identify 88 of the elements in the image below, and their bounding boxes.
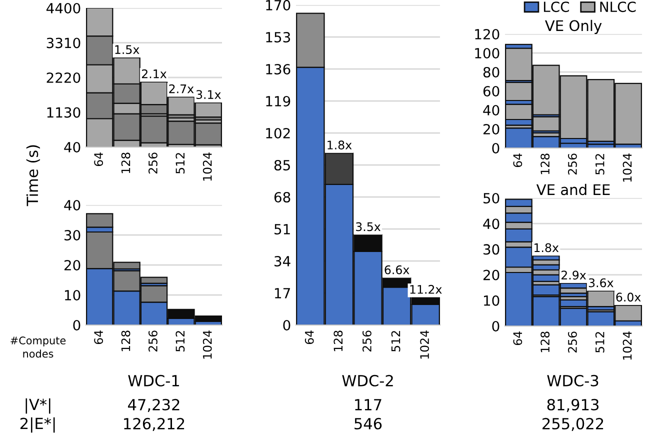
- annotation: 2.1x: [142, 69, 166, 78]
- y-tick-label: 0: [492, 320, 500, 332]
- x-tick-label: 1024: [420, 330, 430, 359]
- x-tick-label: 1024: [202, 152, 212, 181]
- x-tick-label: 256: [568, 332, 577, 353]
- x-tick-label: 128: [121, 152, 130, 174]
- text: 2|E*|: [20, 417, 55, 433]
- x-tick-label: 64: [94, 152, 104, 166]
- annotation: 2.9x: [561, 270, 586, 280]
- y-tick-label: 68: [274, 192, 290, 202]
- text: 81,913: [547, 398, 599, 412]
- annotation: 3.1x: [196, 90, 221, 100]
- x-tick-label: 256: [148, 330, 158, 352]
- x-tick-label: 512: [391, 331, 400, 352]
- y-tick-label: 102: [266, 128, 290, 138]
- x-tick-label: 128: [540, 332, 550, 352]
- y-tick-label: 50: [484, 192, 500, 204]
- y-tick-label: 3310: [46, 38, 80, 48]
- x-tick-label: 64: [513, 154, 522, 168]
- x-tick-label: 512: [176, 153, 185, 174]
- y-tick-label: 17: [274, 288, 290, 298]
- x-tick-label: 128: [334, 330, 343, 352]
- annotation: 6.6x: [384, 265, 410, 274]
- y-tick-label: 40: [64, 200, 80, 210]
- annotation: 1.5x: [115, 45, 140, 54]
- y-tick-label: 100: [475, 48, 500, 58]
- text: 546: [354, 418, 382, 430]
- annotation: 2.7x: [169, 84, 194, 94]
- y-tick-label: 10: [484, 295, 500, 306]
- y-tick-label: 34: [274, 256, 290, 266]
- text: WDC-3: [547, 374, 598, 386]
- y-tick-label: 20: [64, 260, 80, 270]
- y-tick-label: 60: [483, 86, 500, 96]
- chart-title: VE Only: [545, 20, 602, 34]
- y-tick-label: 40: [483, 218, 500, 230]
- x-tick-label: 64: [304, 330, 314, 344]
- x-tick-label: 1024: [202, 330, 212, 359]
- y-tick-label: 85: [274, 160, 290, 170]
- x-tick-label: 512: [595, 154, 604, 174]
- text: 117: [355, 399, 382, 410]
- x-tick-label: 256: [568, 154, 577, 175]
- annotation: 3.6x: [588, 278, 614, 288]
- y-axis-title: Time (s): [26, 145, 40, 206]
- annotation: 11.2x: [410, 284, 442, 294]
- annotation: 3.5x: [356, 222, 380, 232]
- y-tick-label: 51: [274, 224, 290, 234]
- y-tick-label: 2220: [46, 72, 80, 83]
- y-tick-label: 0: [283, 320, 290, 330]
- x-tick-label: 512: [595, 332, 604, 352]
- y-tick-label: 136: [266, 64, 290, 74]
- text: 126,212: [124, 418, 184, 431]
- legend-label: LCC: [544, 2, 569, 12]
- y-tick-label: 30: [484, 244, 500, 255]
- x-tick-label: 1024: [622, 154, 632, 182]
- y-tick-label: 20: [483, 124, 500, 134]
- y-tick-label: 0: [492, 142, 500, 154]
- x-tick-label: 512: [176, 331, 185, 352]
- annotation: 1.8x: [328, 140, 352, 150]
- y-tick-label: 153: [266, 32, 290, 42]
- y-tick-label: 120: [475, 28, 500, 40]
- y-tick-label: 170: [266, 0, 290, 10]
- annotation: 6.0x: [616, 292, 641, 302]
- y-tick-label: 0: [73, 320, 80, 330]
- annotation: 1.8x: [534, 243, 559, 252]
- y-tick-label: 4400: [46, 2, 80, 14]
- y-tick-label: 1130: [47, 107, 80, 118]
- x-tick-label: 128: [540, 154, 550, 174]
- x-tick-label: 256: [148, 152, 158, 174]
- x-tick-label: 64: [94, 330, 104, 344]
- y-tick-label: 119: [266, 96, 290, 106]
- text: WDC-1: [128, 374, 179, 386]
- y-tick-label: 20: [483, 270, 500, 280]
- y-tick-label: 10: [64, 290, 80, 300]
- x-axis-title: #Compute nodes: [10, 336, 66, 358]
- text: |V*|: [26, 398, 50, 414]
- y-tick-label: 40: [64, 142, 80, 152]
- chart-title: VE and EE: [536, 184, 610, 196]
- y-tick-label: 80: [483, 66, 500, 78]
- legend-label: NLCC: [600, 2, 636, 12]
- x-tick-label: 64: [513, 332, 522, 346]
- text: 255,022: [542, 418, 604, 431]
- y-tick-label: 30: [64, 230, 80, 240]
- x-tick-label: 256: [362, 330, 372, 352]
- text: WDC-2: [342, 374, 393, 386]
- y-tick-label: 40: [483, 104, 500, 116]
- x-tick-label: 1024: [622, 332, 632, 360]
- x-tick-label: 128: [121, 330, 130, 352]
- text: 47,232: [128, 398, 180, 412]
